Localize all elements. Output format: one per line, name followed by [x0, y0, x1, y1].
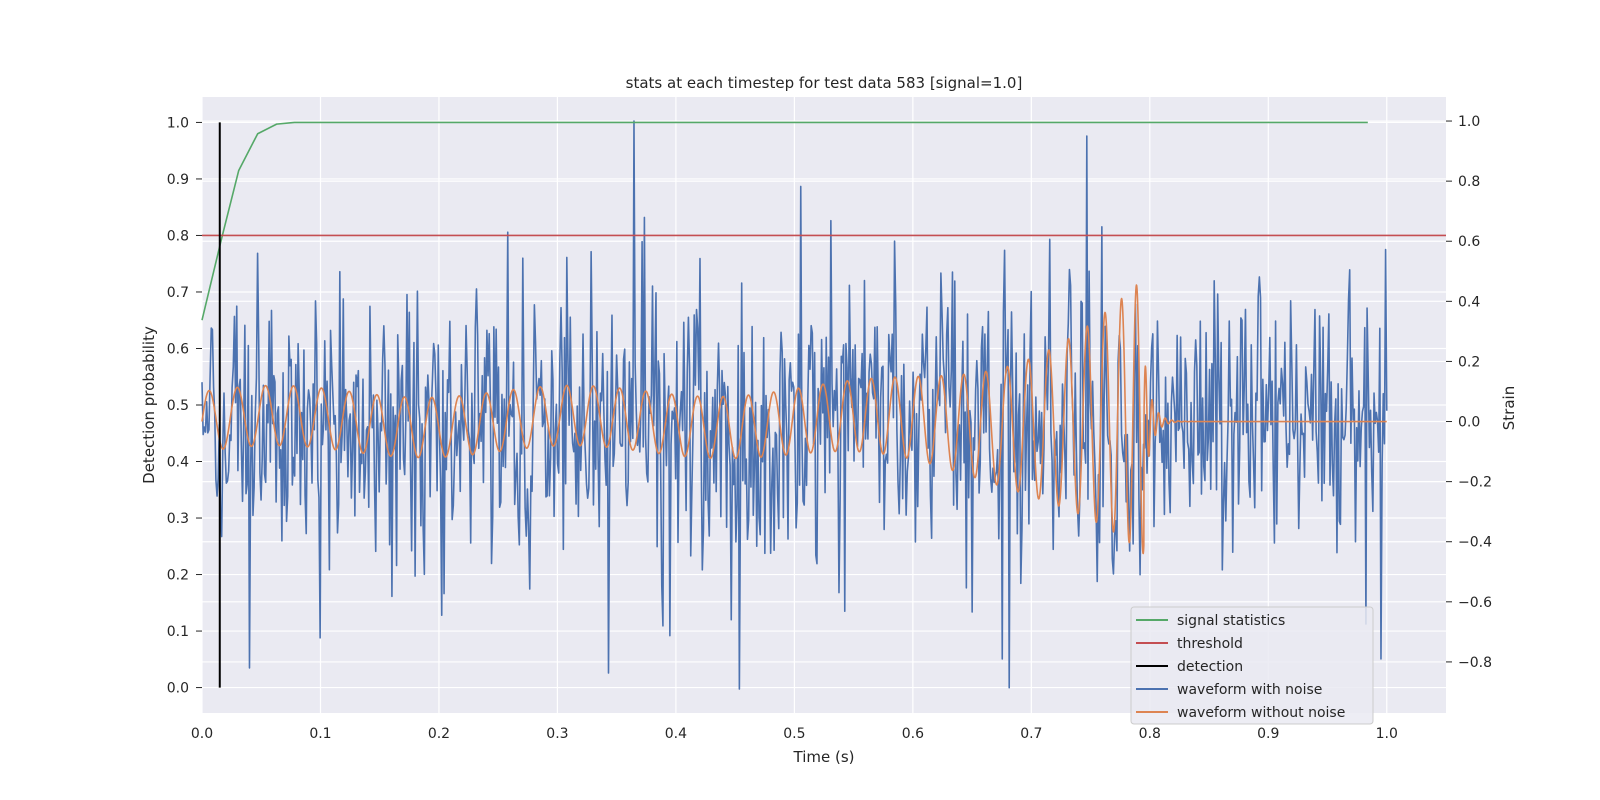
y-left-tick-label: 1.0 — [167, 115, 189, 131]
legend-label: detection — [1177, 659, 1243, 675]
x-tick-label: 0.8 — [1139, 726, 1161, 742]
legend: signal statistics threshold detection wavef… — [1130, 606, 1374, 725]
x-tick-label: 0.6 — [902, 726, 924, 742]
y-right-tick-label: −0.4 — [1458, 535, 1492, 551]
y-right-tick-label: 0.6 — [1458, 234, 1480, 250]
x-tick-label: 0.4 — [665, 726, 687, 742]
series-signal-statistics — [201, 121, 1368, 321]
y-left-tick-label: 0.0 — [167, 681, 189, 697]
x-tick-label: 0.2 — [428, 726, 450, 742]
y-right-tick-label: −0.8 — [1458, 655, 1492, 671]
y-left-tick-label: 0.1 — [167, 624, 189, 640]
y-right-tick-label: 1.0 — [1458, 114, 1480, 130]
legend-box — [1130, 606, 1374, 725]
x-tick-label: 0.9 — [1257, 726, 1279, 742]
legend-label: signal statistics — [1177, 613, 1285, 629]
y-right-tick-label: 0.4 — [1458, 294, 1480, 310]
legend-label: waveform with noise — [1177, 682, 1322, 698]
chart-title: stats at each timestep for test data 583… — [626, 74, 1023, 92]
axes-group: 0.0 0.1 0.2 0.3 0.4 0.5 0.6 0.7 0.8 0.9 1.0 0.0 0.1 0… — [167, 114, 1492, 742]
y-left-tick-label: 0.9 — [167, 172, 189, 188]
y-left-tick-label: 0.2 — [167, 568, 189, 584]
x-axis-label: Time (s) — [793, 748, 855, 766]
y-right-tick-label: 0.8 — [1458, 174, 1480, 190]
y-axis-left-label: Detection probability — [140, 326, 158, 484]
y-left-tick-label: 0.7 — [167, 285, 189, 301]
legend-label: waveform without noise — [1177, 705, 1345, 721]
x-tick-label: 1.0 — [1376, 726, 1398, 742]
y-right-tick-label: 0.0 — [1458, 415, 1480, 431]
legend-label: threshold — [1177, 636, 1243, 652]
series-waveform-with-noise — [201, 120, 1388, 690]
x-tick-label: 0.5 — [783, 726, 805, 742]
y-right-tick-label: −0.2 — [1458, 475, 1492, 491]
series-waveform-without-noise — [201, 284, 1388, 555]
y-left-tick-label: 0.5 — [167, 398, 189, 414]
y-left-tick-label: 0.4 — [167, 455, 189, 471]
x-tick-label: 0.3 — [546, 726, 568, 742]
series-group — [201, 120, 1446, 690]
y-left-tick-label: 0.6 — [167, 341, 189, 357]
y-right-tick-label: −0.6 — [1458, 595, 1492, 611]
y-left-tick-label: 0.3 — [167, 511, 189, 527]
y-right-tick-label: 0.2 — [1458, 354, 1480, 370]
x-tick-label: 0.1 — [309, 726, 331, 742]
x-tick-label: 0.7 — [1020, 726, 1042, 742]
y-axis-right-label: Strain — [1500, 386, 1518, 430]
y-left-tick-label: 0.8 — [167, 228, 189, 244]
x-tick-label: 0.0 — [191, 726, 213, 742]
